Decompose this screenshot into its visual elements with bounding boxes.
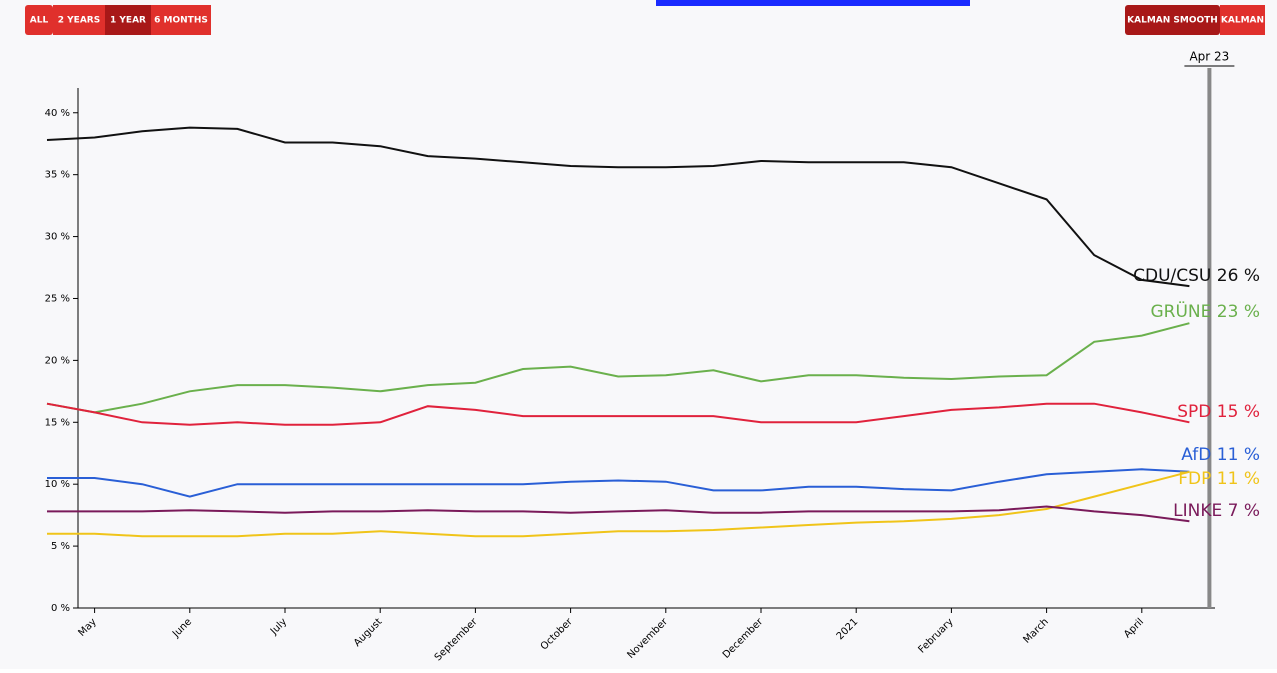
end-label: LINKE 7 % xyxy=(1173,501,1260,521)
series-name: GRÜNE xyxy=(1151,300,1212,322)
series-line xyxy=(46,322,1190,414)
series-line xyxy=(46,126,1190,288)
toggle-button[interactable]: KALMAN SMOOTH xyxy=(1125,5,1220,35)
y-tick-label: 5 % xyxy=(51,541,70,552)
button-label: 1 YEAR xyxy=(110,16,146,26)
series-name: AfD xyxy=(1181,445,1211,465)
series-line xyxy=(46,402,1190,426)
y-tick-label: 35 % xyxy=(45,170,70,181)
y-tick-label: 25 % xyxy=(45,293,70,304)
end-label: FDP 11 % xyxy=(1178,469,1260,489)
y-tick-label: 15 % xyxy=(45,417,70,428)
button-label: KALMAN xyxy=(1221,16,1264,26)
end-label: AfD 11 % xyxy=(1181,445,1260,465)
toggle-button[interactable]: 1 YEAR xyxy=(105,5,151,35)
y-tick-label: 20 % xyxy=(45,355,70,366)
y-tick-label: 40 % xyxy=(45,108,70,119)
series-value-label: 23 % xyxy=(1217,302,1260,322)
button-bg xyxy=(1220,5,1265,35)
series-line xyxy=(47,505,1190,523)
button-label: 6 MONTHS xyxy=(154,16,208,26)
controls: ALL 2 YEARS 1 YEAR 6 MONTHS KALMAN SMOOTH KAL… xyxy=(25,5,1265,35)
toggle-button[interactable]: ALL xyxy=(25,5,53,35)
button-bg xyxy=(53,5,105,35)
toggle-button[interactable]: 6 MONTHS xyxy=(151,5,211,35)
button-label: 2 YEARS xyxy=(58,16,100,26)
button-bg xyxy=(105,5,151,35)
series-value-label: 7 % xyxy=(1228,501,1260,521)
button-label: KALMAN SMOOTH xyxy=(1127,16,1218,26)
button-bg xyxy=(151,5,211,35)
header-link[interactable] xyxy=(656,0,970,6)
series-value-label: 26 % xyxy=(1217,266,1260,286)
button-bg xyxy=(1125,5,1220,35)
end-label: GRÜNE 23 % xyxy=(1151,300,1261,322)
toggle-button[interactable]: KALMAN xyxy=(1220,5,1265,35)
series-name: FDP xyxy=(1178,469,1211,489)
date-marker-label: Apr 23 xyxy=(1189,50,1229,64)
end-label: SPD 15 % xyxy=(1177,402,1260,422)
series-value-label: 15 % xyxy=(1217,402,1260,422)
toggle-button[interactable]: 2 YEARS xyxy=(53,5,105,35)
series-line xyxy=(47,468,1190,498)
button-label: ALL xyxy=(30,16,49,26)
end-label: CDU/CSU 26 % xyxy=(1133,266,1260,286)
button-bg xyxy=(25,5,53,35)
series-name: CDU/CSU xyxy=(1133,266,1211,286)
series-line xyxy=(47,470,1190,538)
series-value-label: 11 % xyxy=(1217,445,1260,465)
y-tick-label: 10 % xyxy=(45,479,70,490)
series-name: LINKE xyxy=(1173,501,1222,521)
series-name: SPD xyxy=(1177,402,1211,422)
y-tick-label: 30 % xyxy=(45,232,70,243)
y-tick-label: 0 % xyxy=(51,603,70,614)
series-value-label: 11 % xyxy=(1217,469,1260,489)
